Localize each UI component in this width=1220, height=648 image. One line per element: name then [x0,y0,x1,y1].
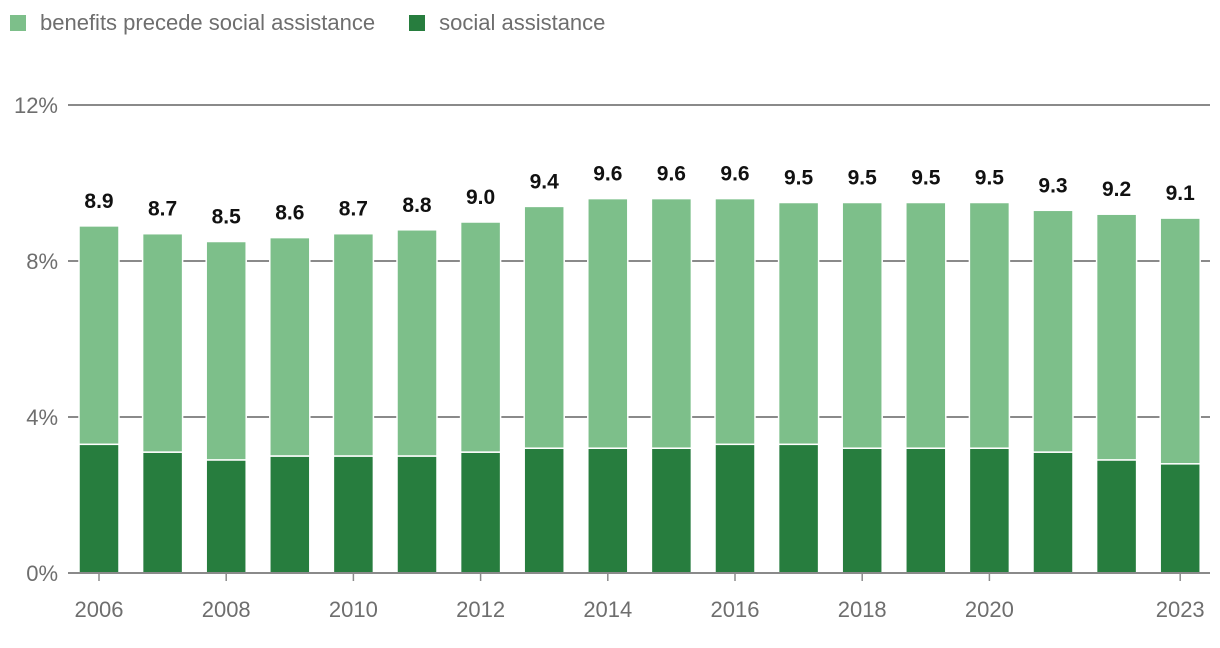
legend-item-social-assistance: social assistance [409,10,605,36]
legend-label-social-assistance: social assistance [439,10,606,35]
bar-segment-social-assistance [459,451,502,574]
x-tick-label: 2012 [456,597,505,622]
y-axis-ticks: 0% 4% 8% 12% [14,93,58,586]
bar-segment-social-assistance [1032,451,1074,574]
bar-segment-social-assistance [78,443,120,574]
bar-segment-benefits [78,225,120,446]
bar-segment-benefits [777,201,820,446]
bar-segment-social-assistance [587,447,629,574]
bar-segment-benefits [205,240,247,461]
bar-segment-benefits [968,201,1011,449]
bar-total-label: 9.0 [466,186,495,209]
bar-segment-benefits [269,236,311,457]
bar-total-label: 9.5 [784,167,814,190]
bar-total-label: 9.1 [1166,182,1196,205]
bar-total-label: 8.8 [402,194,432,217]
bar-total-label: 8.9 [84,190,113,213]
y-tick-label: 4% [26,405,58,430]
bar-segment-social-assistance [523,447,565,574]
bar-segment-social-assistance [332,455,375,574]
x-tick-label: 2010 [329,597,378,622]
bar-segment-benefits [459,221,502,453]
bar-segment-social-assistance [841,447,883,574]
x-tick-label: 2006 [75,597,124,622]
bar-segment-benefits [1159,217,1201,465]
bar-total-label: 9.5 [975,167,1005,190]
x-tick-label: 2023 [1156,597,1205,622]
gridlines [68,104,1210,418]
bar-total-label: 9.4 [530,170,560,193]
bar-segment-benefits [1032,209,1074,453]
y-tick-label: 0% [26,561,58,586]
x-tick-label: 2014 [583,597,632,622]
total-labels: 8.9 8.7 8.5 8.6 8.7 8.8 9.0 9.4 9.6 9.6 9.6 9.5 9.5 9… [84,163,1195,229]
bar-segment-social-assistance [1159,463,1201,574]
bar-segment-benefits [650,197,693,449]
x-tick-label: 2016 [711,597,760,622]
bar-total-label: 9.5 [848,167,878,190]
legend-label-benefits: benefits precede social assistance [40,10,376,35]
x-tick-label: 2008 [202,597,251,622]
x-tick-label: 2020 [965,597,1014,622]
bar-total-label: 9.6 [657,163,686,186]
bar-total-label: 9.6 [593,163,622,186]
bar-segment-benefits [332,232,375,457]
bar-segment-social-assistance [205,459,247,574]
bar-segment-social-assistance [396,455,438,574]
bar-segment-social-assistance [905,447,947,574]
bar-segment-social-assistance [1095,459,1138,574]
bar-total-label: 9.5 [911,167,941,190]
bar-segment-benefits [396,229,438,457]
y-tick-label: 12% [14,93,58,118]
bars [78,197,1201,574]
bar-segment-benefits [523,205,565,449]
x-tick-label: 2018 [838,597,887,622]
chart-legend: benefits precede social assistance socia… [10,10,605,36]
bar-segment-social-assistance [777,443,820,574]
bar-total-label: 8.6 [275,202,304,225]
legend-item-benefits: benefits precede social assistance [10,10,375,36]
legend-swatch-social-assistance [409,15,426,31]
bar-segment-social-assistance [269,455,311,574]
bar-segment-benefits [1095,213,1138,461]
bar-segment-social-assistance [968,447,1011,574]
bar-segment-benefits [141,232,184,453]
bar-total-label: 8.7 [148,198,177,221]
bar-total-label: 9.3 [1038,174,1067,197]
bar-total-label: 8.5 [212,206,242,229]
bar-segment-benefits [714,197,756,446]
bar-segment-benefits [587,197,629,449]
bar-total-label: 9.2 [1102,178,1131,201]
legend-swatch-benefits [10,15,26,31]
bar-segment-benefits [905,201,947,449]
bar-total-label: 8.7 [339,198,368,221]
bar-segment-social-assistance [650,447,693,574]
bar-segment-social-assistance [714,443,756,574]
y-tick-label: 8% [26,249,58,274]
bar-segment-social-assistance [141,451,184,574]
bar-total-label: 9.6 [720,163,749,186]
x-axis: 2006 2008 2010 2012 2014 2016 2018 2020 2023 [68,572,1210,622]
bar-segment-benefits [841,201,883,449]
